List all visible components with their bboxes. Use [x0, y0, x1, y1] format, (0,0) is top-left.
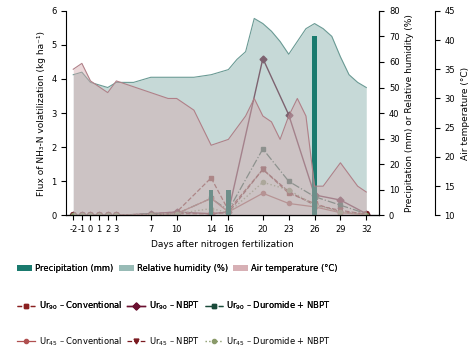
Bar: [226, 190, 230, 215]
X-axis label: Days after nitrogen fertilization: Days after nitrogen fertilization: [152, 240, 294, 249]
Bar: [312, 36, 317, 215]
Y-axis label: Precipitation (mm) or Relative humidity (%): Precipitation (mm) or Relative humidity …: [405, 14, 414, 212]
Legend: Precipitation (mm), Relative humidity (%), Air temperature (°C): Precipitation (mm), Relative humidity (%…: [14, 260, 341, 276]
Legend: Ur$_{90}$ – Conventional, Ur$_{90}$ – NBPT, Ur$_{90}$ – Duromide + NBPT: Ur$_{90}$ – Conventional, Ur$_{90}$ – NB…: [14, 296, 334, 315]
Y-axis label: Flux of NH₃-N volatilization (kg ha⁻¹): Flux of NH₃-N volatilization (kg ha⁻¹): [36, 31, 46, 196]
Legend: Ur$_{45}$ – Conventional, Ur$_{45}$ – NBPT, Ur$_{45}$ – Duromide + NBPT: Ur$_{45}$ – Conventional, Ur$_{45}$ – NB…: [14, 332, 334, 351]
Y-axis label: Air temperature (°C): Air temperature (°C): [461, 66, 470, 160]
Bar: [209, 190, 213, 215]
